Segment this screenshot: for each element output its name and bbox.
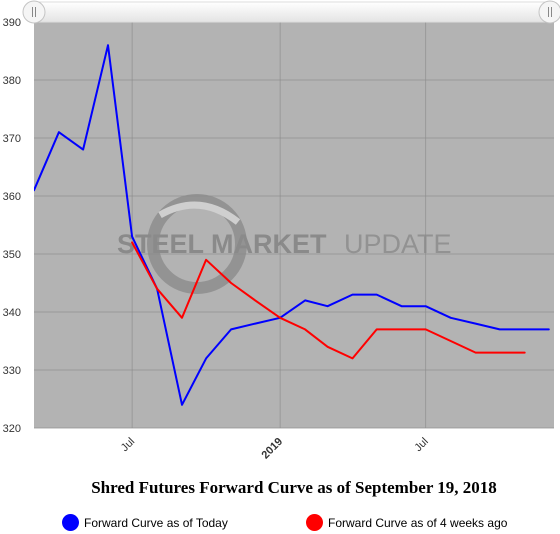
series-layer bbox=[34, 44, 550, 406]
scrollbar-handle-right[interactable] bbox=[538, 0, 560, 24]
x-tick-label: Jul bbox=[412, 436, 430, 454]
x-axis-tick-labels: Jul 2019 Jul bbox=[119, 436, 431, 462]
legend-label: Forward Curve as of 4 weeks ago bbox=[328, 515, 508, 530]
x-tick-label: Jul bbox=[119, 436, 137, 454]
watermark-swoosh bbox=[158, 201, 241, 225]
scrollbar-handle-left[interactable] bbox=[22, 0, 46, 24]
y-tick-label: 340 bbox=[3, 307, 21, 319]
y-tick-label: 350 bbox=[3, 249, 21, 261]
range-scrollbar[interactable] bbox=[22, 0, 560, 24]
grip-icon bbox=[32, 7, 36, 17]
grip-icon bbox=[548, 7, 552, 17]
y-tick-label: 330 bbox=[3, 365, 21, 377]
y-tick-label: 380 bbox=[3, 75, 21, 87]
legend-marker-red bbox=[306, 514, 323, 531]
watermark-logo: STEEL MARKET UPDATE bbox=[117, 194, 452, 294]
y-tick-label: 390 bbox=[3, 17, 21, 29]
plot-background bbox=[34, 22, 554, 428]
watermark-strong-text: STEEL MARKET bbox=[117, 229, 327, 259]
watermark-light-text: UPDATE bbox=[344, 229, 452, 259]
scrollbar-track[interactable] bbox=[33, 1, 555, 23]
legend-item-today[interactable]: Forward Curve as of Today bbox=[62, 514, 228, 531]
legend-marker-blue bbox=[62, 514, 79, 531]
y-tick-label: 360 bbox=[3, 191, 21, 203]
y-tick-label: 370 bbox=[3, 133, 21, 145]
series-line-4-weeks-ago bbox=[131, 241, 526, 360]
legend-label: Forward Curve as of Today bbox=[84, 515, 228, 530]
y-axis-tick-labels: 320 330 340 350 360 370 380 390 bbox=[3, 17, 21, 435]
series-line-today bbox=[34, 44, 550, 406]
watermark-ring bbox=[147, 194, 247, 294]
legend-item-4-weeks-ago[interactable]: Forward Curve as of 4 weeks ago bbox=[306, 514, 507, 531]
chart-title: Shred Futures Forward Curve as of Septem… bbox=[91, 478, 497, 497]
y-tick-label: 320 bbox=[3, 423, 21, 435]
x-tick-label: 2019 bbox=[259, 436, 285, 462]
